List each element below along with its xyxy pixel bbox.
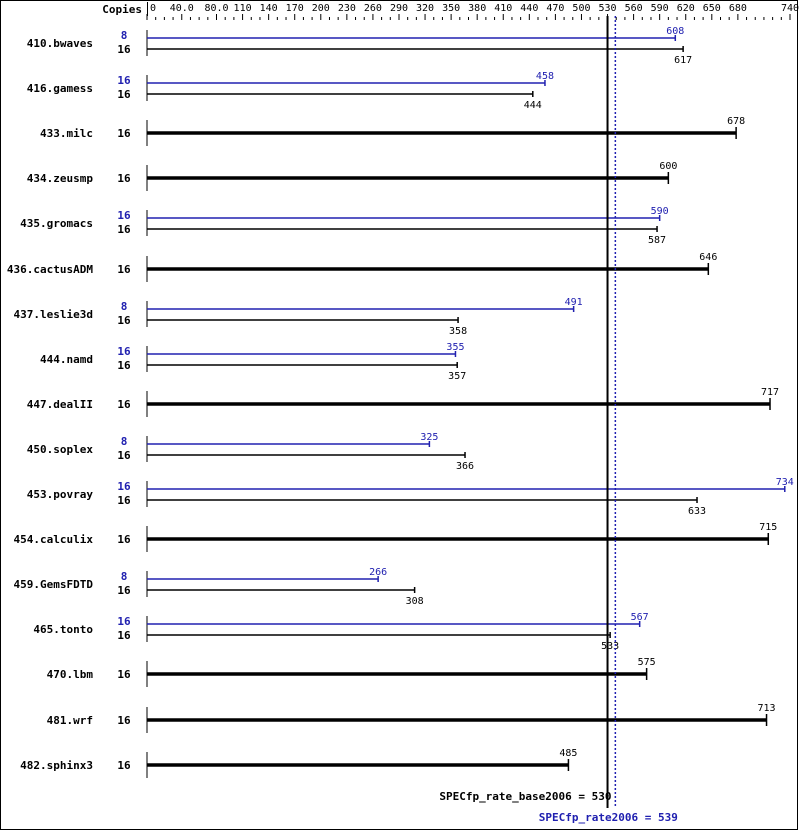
base-value-label: 358 xyxy=(449,326,467,337)
benchmark-label: 482.sphinx3 xyxy=(20,759,93,772)
base-copies: 16 xyxy=(117,759,131,772)
peak-value-label: 590 xyxy=(651,206,669,217)
tick-label: 740 xyxy=(781,3,799,14)
peak-copies: 8 xyxy=(121,29,128,42)
peak-copies: 8 xyxy=(121,300,128,313)
tick-label: 620 xyxy=(677,3,695,14)
base-value-label: 587 xyxy=(648,235,666,246)
base-copies: 16 xyxy=(117,172,131,185)
base-copies: 16 xyxy=(117,533,131,546)
base-value-label: 308 xyxy=(406,596,424,607)
peak-value-label: 266 xyxy=(369,567,387,578)
base-copies: 16 xyxy=(117,359,131,372)
base-copies: 16 xyxy=(117,127,131,140)
tick-label: 410 xyxy=(494,3,512,14)
base-value-label: 715 xyxy=(759,522,777,533)
benchmark-label: 433.milc xyxy=(40,127,93,140)
tick-label: 680 xyxy=(729,3,747,14)
base-value-label: 713 xyxy=(758,703,776,714)
base-copies: 16 xyxy=(117,449,131,462)
tick-label: 140 xyxy=(260,3,278,14)
tick-label: 290 xyxy=(390,3,408,14)
peak-value-label: 567 xyxy=(631,612,649,623)
tick-label: 40.0 xyxy=(170,3,194,14)
peak-copies: 16 xyxy=(117,74,131,87)
peak-value-label: 608 xyxy=(666,26,684,37)
benchmark-label: 450.soplex xyxy=(27,443,94,456)
base-value-label: 646 xyxy=(699,252,717,263)
peak-copies: 8 xyxy=(121,435,128,448)
peak-value-label: 355 xyxy=(446,342,464,353)
base-value-label: 617 xyxy=(674,55,692,66)
benchmark-label: 436.cactusADM xyxy=(7,263,93,276)
base-value-label: 485 xyxy=(559,748,577,759)
benchmark-label: 435.gromacs xyxy=(20,217,93,230)
base-metric-label: SPECfp_rate_base2006 = 530 xyxy=(439,790,611,803)
tick-label: 110 xyxy=(234,3,252,14)
base-value-label: 444 xyxy=(524,100,542,111)
tick-label: 200 xyxy=(312,3,330,14)
base-copies: 16 xyxy=(117,314,131,327)
peak-metric-label: SPECfp_rate2006 = 539 xyxy=(539,811,678,824)
benchmark-label: 437.leslie3d xyxy=(14,308,93,321)
tick-label: 380 xyxy=(468,3,486,14)
peak-value-label: 734 xyxy=(776,477,794,488)
tick-label: 560 xyxy=(625,3,643,14)
tick-label: 470 xyxy=(546,3,564,14)
benchmark-label: 470.lbm xyxy=(47,668,94,681)
peak-copies: 16 xyxy=(117,480,131,493)
tick-label: 500 xyxy=(572,3,590,14)
base-copies: 16 xyxy=(117,88,131,101)
tick-label: 350 xyxy=(442,3,460,14)
base-copies: 16 xyxy=(117,263,131,276)
benchmark-label: 453.povray xyxy=(27,488,94,501)
peak-copies: 8 xyxy=(121,570,128,583)
benchmark-label: 465.tonto xyxy=(33,623,93,636)
tick-label: 260 xyxy=(364,3,382,14)
benchmark-label: 454.calculix xyxy=(14,533,94,546)
tick-label: 80.0 xyxy=(204,3,228,14)
peak-value-label: 325 xyxy=(420,432,438,443)
tick-label: 170 xyxy=(286,3,304,14)
base-value-label: 633 xyxy=(688,506,706,517)
base-copies: 16 xyxy=(117,714,131,727)
copies-header: Copies xyxy=(102,3,142,16)
peak-copies: 16 xyxy=(117,615,131,628)
peak-copies: 16 xyxy=(117,209,131,222)
benchmark-label: 481.wrf xyxy=(47,714,93,727)
base-copies: 16 xyxy=(117,584,131,597)
base-value-label: 678 xyxy=(727,116,745,127)
benchmark-label: 444.namd xyxy=(40,353,93,366)
benchmark-label: 410.bwaves xyxy=(27,37,93,50)
tick-label: 590 xyxy=(651,3,669,14)
tick-label: 440 xyxy=(520,3,538,14)
peak-copies: 16 xyxy=(117,345,131,358)
base-value-label: 575 xyxy=(638,657,656,668)
base-copies: 16 xyxy=(117,494,131,507)
benchmark-label: 434.zeusmp xyxy=(27,172,94,185)
base-copies: 16 xyxy=(117,668,131,681)
tick-label: 650 xyxy=(703,3,721,14)
peak-value-label: 458 xyxy=(536,71,554,82)
tick-label: 320 xyxy=(416,3,434,14)
benchmark-label: 416.gamess xyxy=(27,82,93,95)
benchmark-label: 459.GemsFDTD xyxy=(14,578,94,591)
base-copies: 16 xyxy=(117,398,131,411)
base-copies: 16 xyxy=(117,43,131,56)
tick-label: 230 xyxy=(338,3,356,14)
tick-label: 530 xyxy=(598,3,616,14)
base-value-label: 717 xyxy=(761,387,779,398)
peak-value-label: 491 xyxy=(565,297,583,308)
base-value-label: 357 xyxy=(448,371,466,382)
base-copies: 16 xyxy=(117,223,131,236)
tick-label: 0 xyxy=(150,3,156,14)
benchmark-label: 447.dealII xyxy=(27,398,93,411)
base-value-label: 366 xyxy=(456,461,474,472)
base-value-label: 533 xyxy=(601,641,619,652)
base-value-label: 600 xyxy=(659,161,677,172)
base-copies: 16 xyxy=(117,629,131,642)
